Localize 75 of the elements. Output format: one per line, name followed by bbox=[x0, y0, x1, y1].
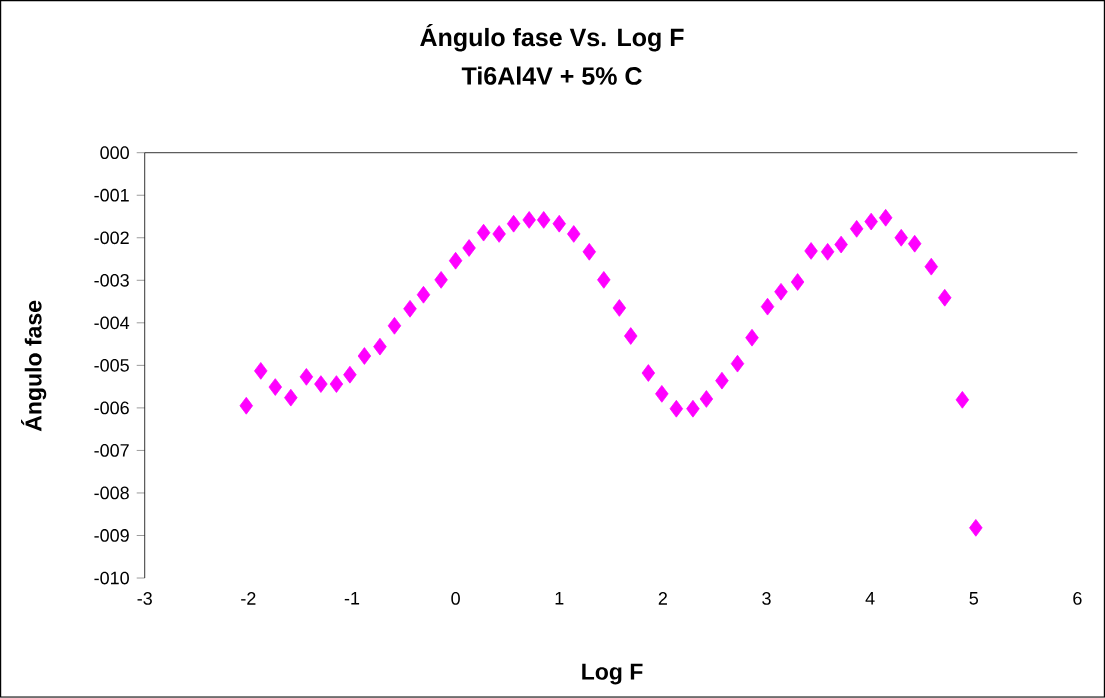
point bbox=[804, 242, 818, 260]
point bbox=[820, 243, 835, 261]
point bbox=[476, 224, 491, 242]
y-tick-label: 000 bbox=[100, 146, 129, 160]
chart-title: Ángulo fase Vs. Log F bbox=[420, 24, 684, 52]
x-axis-title: Log F bbox=[582, 663, 643, 685]
y-tick-label: -010 bbox=[94, 571, 129, 585]
point bbox=[254, 362, 268, 380]
y-tick-label: -004 bbox=[94, 316, 130, 330]
point bbox=[907, 235, 922, 253]
point bbox=[774, 283, 788, 301]
point bbox=[624, 327, 638, 345]
point bbox=[416, 286, 431, 304]
point bbox=[506, 215, 521, 233]
point bbox=[522, 211, 536, 229]
point bbox=[284, 389, 298, 407]
y-tick-label: -007 bbox=[94, 444, 129, 457]
point bbox=[699, 390, 714, 408]
y-tick-label: -009 bbox=[94, 529, 129, 543]
point bbox=[730, 355, 745, 373]
point bbox=[849, 220, 864, 238]
point bbox=[268, 378, 282, 396]
y-axis-title: Ángulo fase bbox=[21, 300, 47, 432]
x-tick-label: -3 bbox=[137, 592, 152, 605]
point bbox=[239, 397, 253, 415]
x-tick-label: 2 bbox=[658, 592, 667, 605]
point bbox=[373, 337, 387, 356]
y-tick-label: -003 bbox=[94, 274, 129, 287]
point bbox=[969, 519, 983, 537]
x-tick-label: 5 bbox=[969, 592, 979, 605]
point bbox=[955, 391, 970, 409]
point bbox=[403, 300, 417, 318]
point bbox=[582, 243, 596, 261]
point bbox=[567, 225, 581, 243]
y-tick-label: -002 bbox=[94, 231, 129, 245]
x-tick-label: -2 bbox=[241, 592, 256, 605]
point bbox=[434, 271, 448, 289]
point bbox=[790, 273, 805, 291]
x-tick-label: 4 bbox=[865, 592, 875, 605]
y-tick-label: -005 bbox=[94, 359, 129, 372]
chart-subtitle: Ti6Al4V + 5% C bbox=[461, 66, 642, 85]
point bbox=[834, 235, 848, 254]
point bbox=[314, 375, 328, 394]
point bbox=[715, 372, 729, 390]
point bbox=[357, 347, 372, 365]
point bbox=[686, 400, 700, 418]
x-tick-label: 1 bbox=[555, 592, 564, 605]
point bbox=[894, 229, 908, 247]
x-tick-label: 0 bbox=[451, 592, 460, 605]
y-tick-label: -008 bbox=[94, 486, 129, 500]
point bbox=[924, 258, 938, 276]
point bbox=[655, 385, 669, 403]
point bbox=[448, 252, 463, 270]
y-tick-label: -006 bbox=[94, 401, 129, 415]
point bbox=[329, 375, 344, 394]
point bbox=[612, 299, 627, 317]
x-tick-label: 3 bbox=[762, 592, 771, 605]
point bbox=[552, 215, 566, 233]
point bbox=[343, 366, 357, 384]
point bbox=[745, 329, 759, 347]
point bbox=[938, 289, 952, 307]
x-tick-label: 6 bbox=[1073, 592, 1082, 605]
point bbox=[387, 317, 402, 335]
point bbox=[641, 364, 656, 382]
point bbox=[462, 239, 476, 257]
y-tick-label: -001 bbox=[94, 189, 129, 202]
point bbox=[669, 400, 684, 418]
x-tick-label: -1 bbox=[344, 592, 360, 605]
point bbox=[878, 209, 893, 227]
point bbox=[760, 298, 775, 316]
point bbox=[864, 212, 878, 231]
point bbox=[492, 225, 506, 243]
point bbox=[597, 271, 611, 289]
point bbox=[536, 211, 551, 229]
point bbox=[299, 368, 314, 386]
